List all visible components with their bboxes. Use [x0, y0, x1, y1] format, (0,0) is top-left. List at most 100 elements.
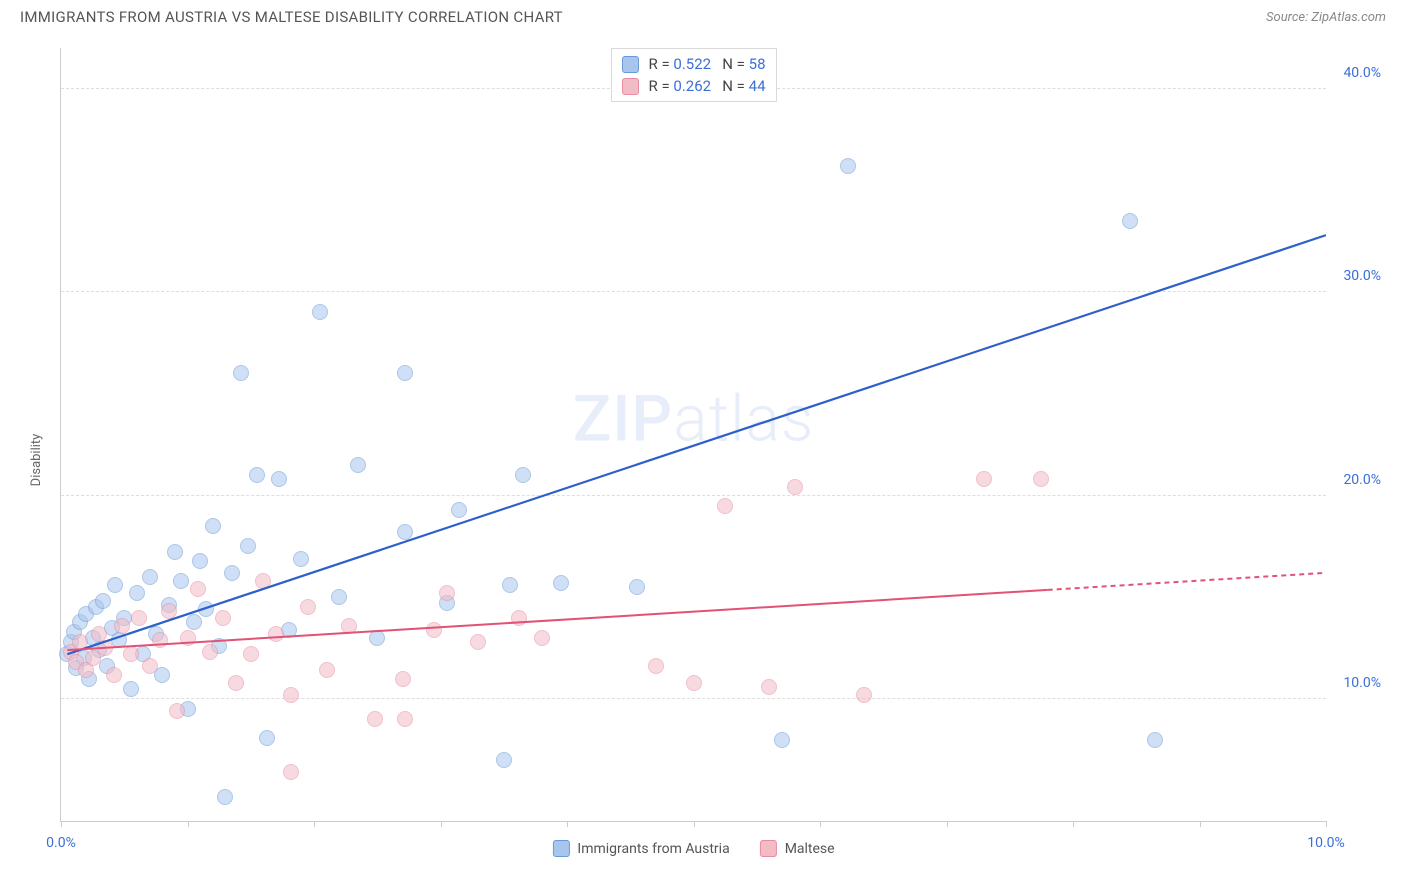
scatter-point: [202, 644, 218, 660]
x-tick: [188, 821, 189, 827]
scatter-point: [106, 667, 122, 683]
scatter-point: [161, 603, 177, 619]
x-tick: [314, 821, 315, 827]
gridline: [61, 698, 1326, 699]
scatter-point: [283, 687, 299, 703]
scatter-point: [319, 662, 335, 678]
legend-row: R = 0.262 N = 44: [621, 75, 765, 97]
plot-region: ZIPatlas 10.0%20.0%30.0%40.0%0.0%10.0%R …: [60, 48, 1326, 822]
scatter-point: [249, 467, 265, 483]
scatter-point: [268, 626, 284, 642]
correlation-legend: R = 0.522 N = 58 R = 0.262 N = 44: [610, 48, 776, 102]
scatter-point: [192, 553, 208, 569]
scatter-point: [240, 538, 256, 554]
legend-row: R = 0.522 N = 58: [621, 53, 765, 75]
x-tick: [947, 821, 948, 827]
x-tick: [694, 821, 695, 827]
scatter-point: [426, 622, 442, 638]
legend-swatch: [760, 840, 777, 857]
scatter-point: [397, 524, 413, 540]
scatter-point: [293, 551, 309, 567]
scatter-point: [761, 679, 777, 695]
scatter-point: [331, 589, 347, 605]
scatter-point: [169, 703, 185, 719]
scatter-point: [190, 581, 206, 597]
gridline: [61, 291, 1326, 292]
scatter-point: [367, 711, 383, 727]
scatter-point: [271, 471, 287, 487]
y-tick-label: 10.0%: [1343, 675, 1381, 691]
scatter-point: [259, 730, 275, 746]
bottom-legend-item: Immigrants from Austria: [552, 840, 729, 857]
scatter-point: [129, 585, 145, 601]
legend-swatch: [621, 78, 638, 95]
scatter-point: [840, 158, 856, 174]
scatter-point: [283, 764, 299, 780]
scatter-point: [496, 752, 512, 768]
scatter-point: [255, 573, 271, 589]
legend-swatch: [621, 56, 638, 73]
x-tick: [567, 821, 568, 827]
scatter-point: [502, 577, 518, 593]
legend-label: Immigrants from Austria: [577, 841, 729, 857]
y-tick-label: 20.0%: [1343, 472, 1381, 488]
scatter-point: [233, 365, 249, 381]
scatter-point: [228, 675, 244, 691]
scatter-point: [350, 457, 366, 473]
x-tick: [820, 821, 821, 827]
legend-swatch: [552, 840, 569, 857]
scatter-point: [72, 634, 88, 650]
gridline: [61, 495, 1326, 496]
scatter-point: [397, 711, 413, 727]
scatter-point: [123, 646, 139, 662]
legend-text: R = 0.262 N = 44: [648, 77, 765, 95]
scatter-point: [787, 479, 803, 495]
scatter-point: [198, 601, 214, 617]
scatter-point: [648, 658, 664, 674]
scatter-point: [717, 498, 733, 514]
x-tick: [1200, 821, 1201, 827]
scatter-point: [142, 569, 158, 585]
x-tick: [61, 821, 62, 827]
y-axis-label: Disability: [29, 434, 44, 487]
bottom-legend-item: Maltese: [760, 840, 835, 857]
x-tick-label: 0.0%: [46, 835, 76, 851]
y-tick-label: 30.0%: [1343, 268, 1381, 284]
trend-lines: [61, 48, 1326, 821]
scatter-point: [173, 573, 189, 589]
scatter-point: [131, 610, 147, 626]
scatter-point: [152, 632, 168, 648]
legend-text: R = 0.522 N = 58: [648, 55, 765, 73]
x-tick: [441, 821, 442, 827]
scatter-point: [439, 585, 455, 601]
watermark: ZIPatlas: [573, 382, 815, 457]
scatter-point: [629, 579, 645, 595]
scatter-point: [395, 671, 411, 687]
chart-header: IMMIGRANTS FROM AUSTRIA VS MALTESE DISAB…: [0, 0, 1406, 32]
scatter-point: [976, 471, 992, 487]
scatter-point: [553, 575, 569, 591]
scatter-point: [534, 630, 550, 646]
scatter-point: [1147, 732, 1163, 748]
scatter-point: [451, 502, 467, 518]
chart-title: IMMIGRANTS FROM AUSTRIA VS MALTESE DISAB…: [20, 8, 563, 26]
scatter-point: [142, 658, 158, 674]
scatter-point: [205, 518, 221, 534]
scatter-point: [397, 365, 413, 381]
scatter-point: [774, 732, 790, 748]
scatter-point: [300, 599, 316, 615]
scatter-point: [1033, 471, 1049, 487]
scatter-point: [217, 789, 233, 805]
scatter-point: [167, 544, 183, 560]
scatter-point: [95, 593, 111, 609]
x-tick-label: 10.0%: [1307, 835, 1345, 851]
scatter-point: [1122, 213, 1138, 229]
y-tick-label: 40.0%: [1343, 65, 1381, 81]
scatter-point: [515, 467, 531, 483]
chart-area: Disability ZIPatlas 10.0%20.0%30.0%40.0%…: [20, 38, 1386, 882]
bottom-legend: Immigrants from Austria Maltese: [552, 840, 834, 857]
source-attribution: Source: ZipAtlas.com: [1266, 10, 1386, 25]
scatter-point: [215, 610, 231, 626]
scatter-point: [243, 646, 259, 662]
scatter-point: [312, 304, 328, 320]
